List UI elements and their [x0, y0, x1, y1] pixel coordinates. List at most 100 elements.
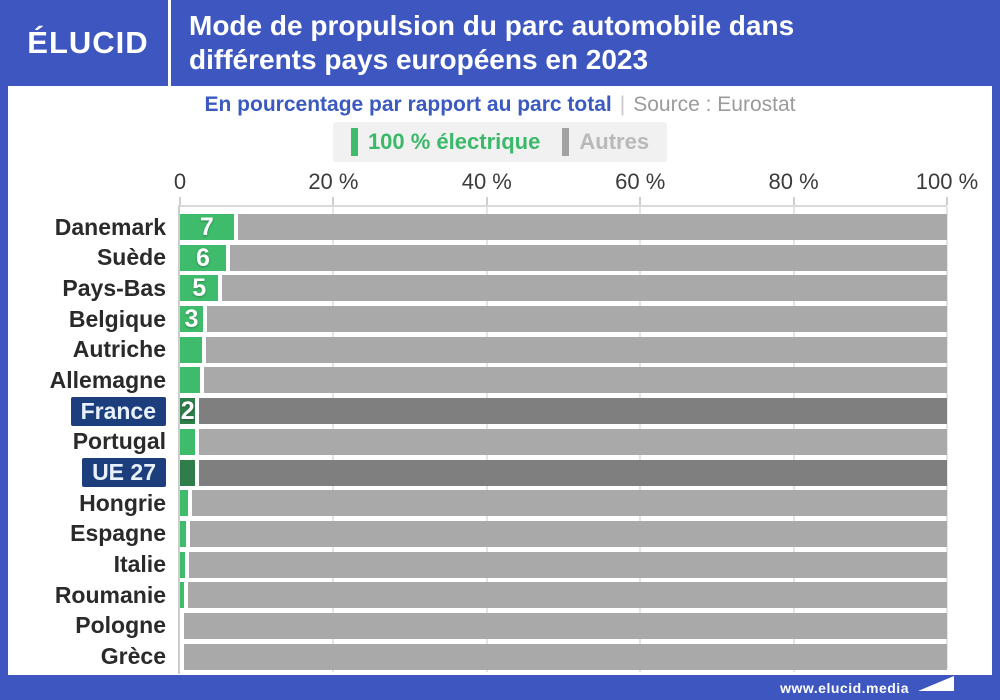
axis-tick-mark: [179, 197, 181, 205]
bar-value-label: 7: [199, 213, 214, 241]
header-banner: ÉLUCID Mode de propulsion du parc automo…: [8, 0, 992, 86]
bar-others: [184, 612, 947, 639]
title-box: Mode de propulsion du parc automobile da…: [171, 0, 992, 86]
country-label-row: Espagne: [8, 520, 178, 547]
legend-swatch-electric: [350, 128, 358, 156]
bar-electric: 3: [180, 305, 203, 334]
country-label-row: Grèce: [8, 643, 178, 670]
bar-value-label: 2: [180, 397, 195, 426]
axis-tick-mark: [946, 197, 948, 205]
country-labels-column: Danemark Suède Pays-Bas Belgique Autriche All…: [8, 205, 178, 674]
country-label: Suède: [96, 244, 166, 271]
country-label: Allemagne: [49, 366, 166, 393]
bar-others: [190, 520, 947, 547]
elucid-logo: ÉLUCID: [8, 0, 171, 86]
x-tick-label: 100 %: [915, 169, 979, 194]
country-label-row: Suède: [8, 244, 178, 271]
x-tick-label: 20 %: [308, 169, 359, 194]
bar-value-label: 6: [196, 243, 210, 272]
subtitle-separator: |: [619, 93, 626, 116]
x-axis-labels: 0 20 % 40 % 60 % 80 % 100 %: [174, 169, 978, 196]
gridline: [946, 207, 948, 673]
bar-track: [180, 336, 947, 363]
x-tick-label: 40 %: [461, 169, 512, 194]
axis-tick-mark: [792, 197, 795, 205]
bar-others: [198, 459, 947, 486]
bar-electric: [180, 428, 195, 455]
country-label-row: Roumanie: [8, 582, 178, 608]
country-label-highlighted: France: [70, 396, 166, 426]
country-label: Grèce: [100, 643, 166, 670]
axis-tick-mark: [332, 197, 335, 205]
country-label-row: Hongrie: [8, 490, 178, 516]
country-label: Roumanie: [54, 581, 166, 608]
bar-value-label: 3: [184, 305, 199, 334]
bar-others: [230, 244, 947, 271]
bar-track: [180, 367, 947, 394]
subtitle-row: En pourcentage par rapport au parc total…: [8, 93, 992, 117]
bar-track: [180, 582, 947, 609]
bar-others: [222, 275, 947, 302]
x-tick-label: 0: [173, 169, 187, 194]
country-label-row: Italie: [8, 551, 178, 578]
bar-others: [184, 643, 947, 670]
bar-others: [188, 551, 947, 578]
x-tick-label: 60 %: [615, 169, 666, 194]
x-tick-label: 80 %: [768, 169, 819, 194]
bar-electric: 5: [180, 274, 219, 303]
country-label: Autriche: [72, 336, 166, 363]
axis-tick-mark: [485, 197, 488, 205]
country-label: Pologne: [75, 612, 166, 639]
country-label: Portugal: [72, 428, 166, 455]
country-label-row: Portugal: [8, 428, 178, 455]
bar-electric: [180, 367, 200, 394]
country-label-row: Belgique: [8, 306, 178, 332]
country-label-highlighted: UE 27: [82, 458, 166, 487]
bar-track: [180, 643, 947, 670]
bar-track: 2: [180, 397, 947, 426]
bar-others: [192, 490, 947, 517]
bar-value-label: 5: [192, 274, 207, 303]
legend-item-electric: 100 % électrique: [350, 128, 541, 156]
legend-swatch-others: [562, 128, 570, 156]
bar-electric: [180, 520, 187, 547]
bar-electric: 7: [180, 214, 234, 240]
bar-track: [180, 459, 947, 486]
country-label: Danemark: [54, 213, 166, 240]
bar-track: [180, 428, 947, 455]
country-label-row: Danemark: [8, 214, 178, 240]
country-label: Belgique: [68, 305, 166, 332]
legend-label-electric: 100 % électrique: [367, 129, 541, 154]
country-label-row: France: [8, 396, 178, 426]
elucid-pennant-icon: [918, 665, 954, 696]
bar-others: [187, 582, 947, 609]
bar-track: [180, 612, 947, 639]
elucid-logo-text: ÉLUCID: [27, 25, 149, 60]
country-label: Espagne: [70, 520, 166, 547]
bar-others: [207, 306, 947, 333]
axis-tick-mark: [639, 197, 642, 205]
bar-electric: [180, 582, 184, 609]
subtitle-text: En pourcentage par rapport au parc total: [204, 93, 612, 116]
bar-track: 5: [180, 274, 947, 303]
legend-label-others: Autres: [579, 129, 650, 154]
legend: 100 % électrique Autres: [332, 122, 668, 162]
bar-electric: 6: [180, 243, 227, 272]
country-label-row: Autriche: [8, 336, 178, 363]
bar-electric: [180, 490, 189, 517]
page-title: Mode de propulsion du parc automobile da…: [189, 10, 795, 75]
source-text: Source : Eurostat: [633, 93, 796, 116]
legend-item-others: Autres: [562, 128, 649, 156]
footer-banner: www.elucid.media: [8, 665, 992, 700]
country-label: Hongrie: [79, 489, 166, 516]
bar-track: 7: [180, 214, 947, 240]
bar-others: [206, 336, 947, 363]
country-label-row: Pays-Bas: [8, 275, 178, 301]
footer-url: www.elucid.media: [780, 679, 909, 696]
bar-electric: 2: [180, 397, 196, 426]
bar-others: [203, 367, 947, 394]
country-label-row: UE 27: [8, 458, 178, 487]
bar-track: 6: [180, 243, 947, 272]
bar-electric: [180, 551, 185, 578]
